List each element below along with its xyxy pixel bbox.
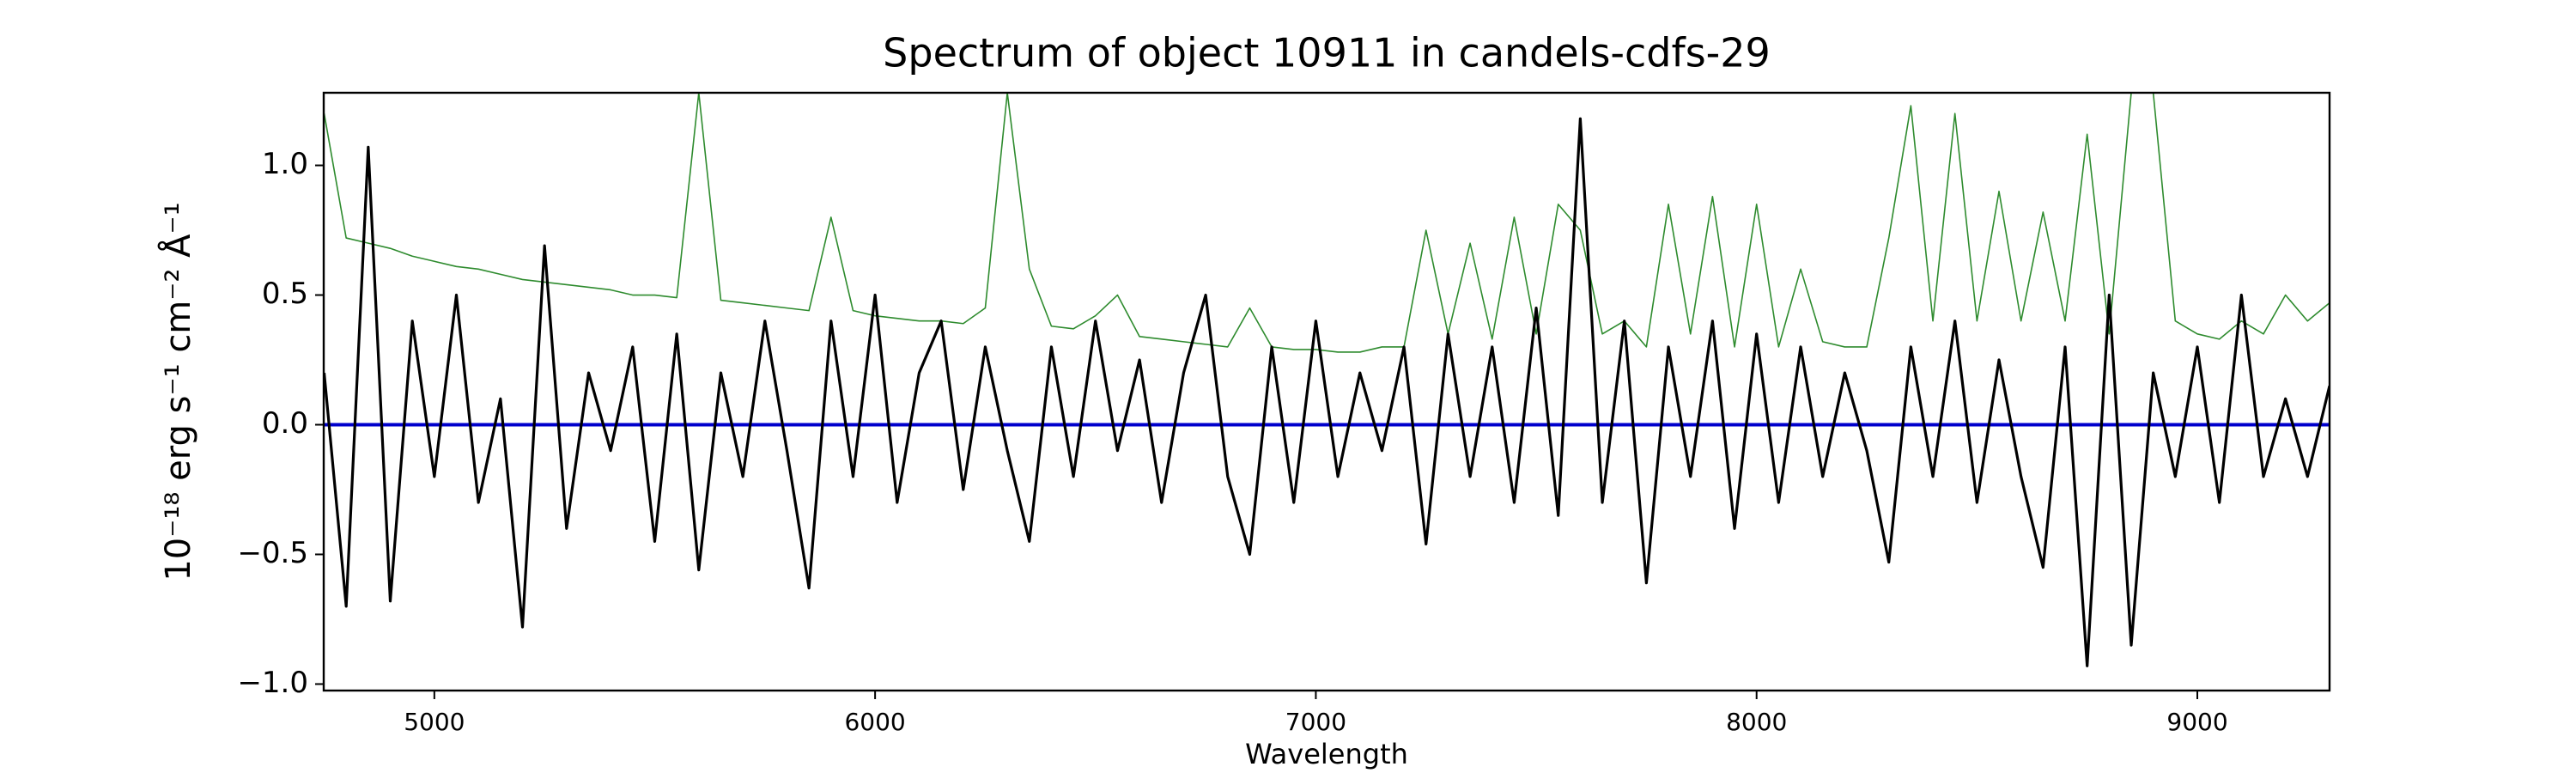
plot-area — [324, 93, 2330, 667]
x-tick-label: 6000 — [844, 708, 905, 736]
chart-title: Spectrum of object 10911 in candels-cdfs… — [883, 30, 1771, 76]
spectrum-line — [324, 93, 2330, 353]
y-tick-label: 1.0 — [262, 147, 308, 181]
x-tick-label: 5000 — [404, 708, 465, 736]
y-tick-label: −1.0 — [237, 666, 308, 700]
x-axis-label: Wavelength — [1245, 738, 1408, 770]
x-tick-label: 8000 — [1726, 708, 1787, 736]
plot-frame — [322, 91, 2331, 692]
y-tick-label: 0.0 — [262, 406, 308, 441]
y-axis-label: 10⁻¹⁸ erg s⁻¹ cm⁻² Å⁻¹ — [157, 202, 198, 581]
x-tick-label: 9000 — [2166, 708, 2227, 736]
y-tick-label: 0.5 — [262, 277, 308, 311]
y-tick-label: −0.5 — [237, 536, 308, 570]
x-tick-label: 7000 — [1285, 708, 1346, 736]
spectrum-line — [324, 117, 2330, 667]
